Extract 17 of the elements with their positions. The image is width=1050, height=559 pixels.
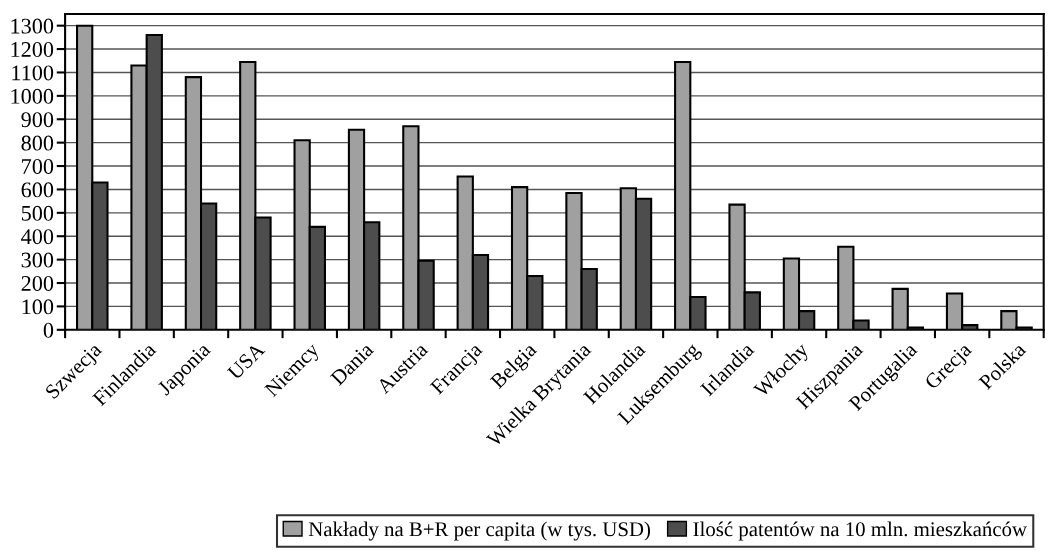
legend-label: Nakłady na B+R per capita (w tys. USD) (308, 521, 651, 541)
y-tick-label: 1100 (12, 65, 54, 81)
y-tick-label: 0 (43, 322, 54, 338)
y-tick-label: 800 (21, 135, 54, 151)
y-tick-label: 1000 (11, 88, 54, 104)
x-tick-label: USA (226, 341, 266, 381)
y-tick-label: 1300 (11, 18, 54, 34)
y-tick-label: 400 (21, 229, 54, 245)
y-tick-label: 700 (22, 158, 54, 174)
y-tick-label: 600 (21, 182, 54, 198)
y-tick-label: 200 (21, 275, 54, 291)
y-tick-label: 100 (22, 299, 54, 315)
y-tick-label: 900 (21, 112, 54, 128)
y-tick-label: 300 (21, 252, 54, 268)
y-tick-label: 500 (21, 205, 54, 221)
y-tick-label: 1200 (11, 42, 54, 57)
legend-label: Ilość patentów na 10 mln. mieszkańców (693, 521, 1027, 541)
